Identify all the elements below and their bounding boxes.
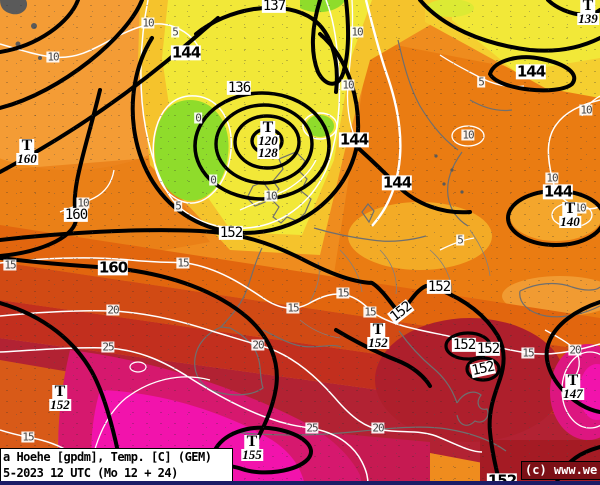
isotherm-label: 20: [371, 421, 385, 435]
isotherm-label: 5: [174, 199, 182, 213]
height-contour-label: 160: [63, 206, 88, 223]
low-center-label: T 152: [49, 384, 71, 412]
isotherm-label: 5: [477, 75, 485, 89]
height-contour-label: 137: [261, 0, 286, 14]
isotherm-label: 10: [264, 189, 278, 203]
isotherm-label: 10: [350, 25, 364, 39]
isotherm-label: 15: [363, 305, 377, 319]
height-contour-label: 152: [387, 298, 415, 326]
isotherm-label: 15: [521, 346, 535, 360]
height-contour-label: 152: [475, 340, 500, 357]
low-value: 139: [577, 11, 599, 26]
isotherm-label: 15: [176, 256, 190, 270]
isotherm-label: 5: [171, 25, 179, 39]
isotherm-label: 5: [456, 233, 464, 247]
low-center-label: T 160: [16, 138, 38, 166]
height-contour-label: 144: [515, 62, 546, 81]
height-contour-label: 144: [170, 43, 201, 62]
copyright-label: (c) www.we: [521, 461, 600, 480]
isotherm-label: 0: [209, 173, 217, 187]
isotherm-label: 20: [568, 343, 582, 357]
low-value-2: 128: [257, 145, 279, 160]
low-value: 147: [562, 386, 584, 401]
isotherm-label: 0: [194, 111, 202, 125]
isotherm-label: 25: [305, 421, 319, 435]
isotherm-label: 15: [336, 286, 350, 300]
legend-line1: a Hoehe [gpdm], Temp. [C] (GEM): [3, 450, 212, 464]
height-contour-label: 144: [542, 182, 573, 201]
legend-box: a Hoehe [gpdm], Temp. [C] (GEM) 5-2023 1…: [0, 448, 233, 483]
isotherm-label: 20: [251, 338, 265, 352]
legend-line2: 5-2023 12 UTC (Mo 12 + 24): [3, 466, 178, 480]
isotherm-label: 15: [21, 430, 35, 444]
low-center-label: T 140: [559, 201, 581, 229]
low-center-label: T 155: [241, 434, 263, 462]
isotherm-label: 10: [141, 16, 155, 30]
low-center-label: T 139: [577, 0, 599, 25]
low-value: 160: [16, 151, 38, 166]
isotherm-label: 15: [3, 258, 17, 272]
height-contour-label: 152: [451, 336, 476, 353]
low-value: 152: [49, 397, 71, 412]
isotherm-label: 20: [106, 303, 120, 317]
isotherm-label: 10: [76, 196, 90, 210]
isotherm-label: 15: [286, 301, 300, 315]
height-contour-label: 160: [97, 258, 128, 277]
isotherm-label: 10: [46, 50, 60, 64]
low-value: 152: [367, 335, 389, 350]
bottom-bar: [0, 481, 600, 485]
isotherm-label: 10: [545, 171, 559, 185]
low-value: 155: [241, 447, 263, 462]
low-value: 140: [559, 214, 581, 229]
isotherm-label: 10: [579, 103, 593, 117]
height-contour-label: 144: [338, 130, 369, 149]
height-contour-label: 152: [426, 278, 451, 295]
low-center-label: T 147: [562, 373, 584, 401]
height-contour-label: 152: [218, 224, 243, 241]
height-contour-label: 152: [469, 358, 497, 380]
isotherm-label: 10: [461, 128, 475, 142]
low-center-label: T 120 128: [257, 120, 279, 160]
height-contour-label: 144: [381, 173, 412, 192]
low-center-label: T 152: [367, 322, 389, 350]
isotherm-label: 10: [341, 78, 355, 92]
isotherm-label: 25: [101, 340, 115, 354]
height-contour-label: 136: [226, 79, 251, 96]
